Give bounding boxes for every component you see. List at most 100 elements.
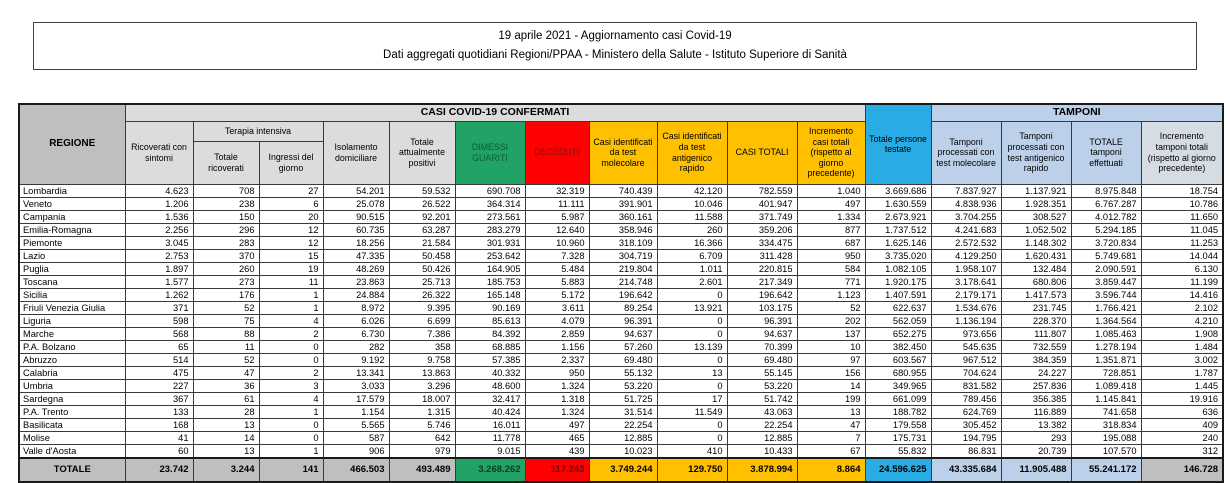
value-cell: 41 (124, 430, 194, 445)
value-cell: 107.570 (1070, 443, 1142, 458)
value-cell: 22.254 (726, 417, 798, 432)
value-cell: 11 (258, 274, 324, 289)
value-cell: 367 (124, 391, 194, 406)
value-cell: 14 (796, 378, 866, 393)
value-cell: 238 (192, 196, 260, 211)
value-cell: 439 (524, 443, 590, 458)
value-cell: 12 (258, 235, 324, 250)
value-cell: 728.851 (1070, 365, 1142, 380)
value-cell: 308.527 (1000, 209, 1072, 224)
value-cell: 2.601 (656, 274, 728, 289)
value-cell: 401.947 (726, 196, 798, 211)
value-cell: 6 (258, 196, 324, 211)
table-row: Liguria 598 75 4 6.026 6.699 85.613 4.079 96.391… (18, 313, 1224, 328)
value-cell: 60 (124, 443, 194, 458)
value-cell: 11 (192, 339, 260, 354)
value-cell: 10 (796, 339, 866, 354)
table-row: Sicilia 1.262 176 1 24.884 26.322 165.148 5.172… (18, 287, 1224, 302)
value-cell: 283.279 (454, 222, 526, 237)
value-cell: 69.480 (726, 352, 798, 367)
value-cell: 382.450 (864, 339, 932, 354)
value-cell: 1.364.564 (1070, 313, 1142, 328)
value-cell: 67 (796, 443, 866, 458)
value-cell: 636 (1140, 404, 1224, 419)
value-cell: 1.145.841 (1070, 391, 1142, 406)
value-cell: 12.885 (726, 430, 798, 445)
value-cell: 782.559 (726, 183, 798, 198)
value-cell: 282 (322, 339, 390, 354)
value-cell: 1.156 (524, 339, 590, 354)
value-cell: 0 (656, 378, 728, 393)
region-name: Emilia-Romagna (18, 222, 126, 237)
value-cell: 2 (258, 365, 324, 380)
col-header-ricoverati: Ricoverati con sintomi (124, 120, 194, 185)
col-header-deceduti: DECEDUTI (524, 120, 590, 185)
value-cell: 1.897 (124, 261, 194, 276)
value-cell: 2.572.532 (930, 235, 1002, 250)
value-cell: 9.758 (388, 352, 456, 367)
value-cell: 318.834 (1070, 417, 1142, 432)
total-value-cell: 43.335.684 (930, 456, 1002, 482)
value-cell: 10.786 (1140, 196, 1224, 211)
value-cell: 1.407.591 (864, 287, 932, 302)
value-cell: 1.351.871 (1070, 352, 1142, 367)
value-cell: 25.078 (322, 196, 390, 211)
value-cell: 150 (192, 209, 260, 224)
value-cell: 16.011 (454, 417, 526, 432)
region-name: Valle d'Aosta (18, 443, 126, 458)
value-cell: 7.386 (388, 326, 456, 341)
col-header-dimessi-guariti: DIMESSI GUARITI (454, 120, 526, 185)
table-row: P.A. Bolzano 65 11 0 282 358 68.885 1.156 57.260… (18, 339, 1224, 354)
value-cell: 7.328 (524, 248, 590, 263)
value-cell: 1.787 (1140, 365, 1224, 380)
value-cell: 0 (656, 313, 728, 328)
title-box: 19 aprile 2021 - Aggiornamento casi Covi… (33, 22, 1197, 70)
value-cell: 13 (192, 443, 260, 458)
value-cell: 24.884 (322, 287, 390, 302)
value-cell: 0 (258, 352, 324, 367)
value-cell: 6.767.287 (1070, 196, 1142, 211)
title-line-2: Dati aggregati quotidiani Regioni/PPAA -… (383, 49, 847, 62)
value-cell: 164.905 (454, 261, 526, 276)
value-cell: 1.334 (796, 209, 866, 224)
value-cell: 94.637 (588, 326, 658, 341)
value-cell: 349.965 (864, 378, 932, 393)
value-cell: 11.045 (1140, 222, 1224, 237)
total-value-cell: 3.244 (192, 456, 260, 482)
value-cell: 14.044 (1140, 248, 1224, 263)
value-cell: 3.611 (524, 300, 590, 315)
total-row: TOTALE 23.742 3.244 141 466.503 493.489 3.268.… (18, 456, 1224, 482)
value-cell: 12 (258, 222, 324, 237)
value-cell: 12.640 (524, 222, 590, 237)
value-cell: 741.658 (1070, 404, 1142, 419)
value-cell: 11.588 (656, 209, 728, 224)
value-cell: 13 (656, 365, 728, 380)
value-cell: 465 (524, 430, 590, 445)
col-header-tamponi-totale: TOTALE tamponi effettuati (1070, 120, 1142, 185)
value-cell: 562.059 (864, 313, 932, 328)
value-cell: 17.579 (322, 391, 390, 406)
value-cell: 36 (192, 378, 260, 393)
value-cell: 371 (124, 300, 194, 315)
value-cell: 690.708 (454, 183, 526, 198)
value-cell: 3.859.447 (1070, 274, 1142, 289)
value-cell: 179.558 (864, 417, 932, 432)
value-cell: 356.385 (1000, 391, 1072, 406)
value-cell: 704.624 (930, 365, 1002, 380)
region-name: P.A. Bolzano (18, 339, 126, 354)
value-cell: 165.148 (454, 287, 526, 302)
value-cell: 1.123 (796, 287, 866, 302)
value-cell: 1.324 (524, 378, 590, 393)
value-cell: 5.749.681 (1070, 248, 1142, 263)
value-cell: 708 (192, 183, 260, 198)
value-cell: 28 (192, 404, 260, 419)
value-cell: 1.737.512 (864, 222, 932, 237)
value-cell: 20 (258, 209, 324, 224)
value-cell: 906 (322, 443, 390, 458)
value-cell: 13.341 (322, 365, 390, 380)
value-cell: 21.584 (388, 235, 456, 250)
value-cell: 40.332 (454, 365, 526, 380)
value-cell: 475 (124, 365, 194, 380)
total-value-cell: 3.749.244 (588, 456, 658, 482)
value-cell: 360.161 (588, 209, 658, 224)
